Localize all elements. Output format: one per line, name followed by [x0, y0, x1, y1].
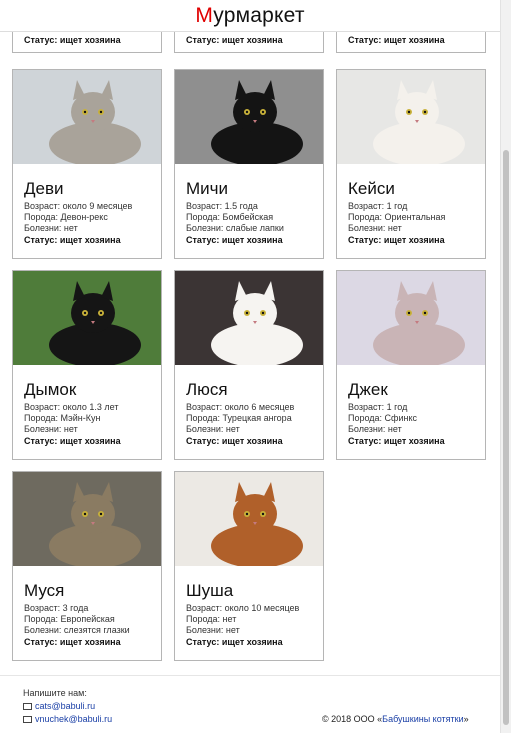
cat-photo[interactable]	[175, 70, 323, 164]
email-link-cats[interactable]: cats@babuli.ru	[23, 701, 95, 711]
cat-status: Статус: ищет хозяина	[348, 235, 445, 245]
cat-name[interactable]: Люся	[186, 380, 228, 399]
cat-breed: Порода: Европейская	[24, 614, 115, 624]
page-viewport: Статус: ищет хозяина Статус: ищет хозяин…	[0, 0, 500, 733]
cat-name[interactable]: Кейси	[348, 179, 395, 198]
cat-name[interactable]: Мичи	[186, 179, 229, 198]
cat-info: Возраст: 1 год Порода: Ориентальная Болезн…	[348, 201, 485, 246]
cat-status: Статус: ищет хозяина	[186, 235, 283, 245]
page-scrollbar[interactable]	[500, 0, 511, 733]
cat-illness: Болезни: слабые лапки	[186, 223, 284, 233]
copyright: © 2018 ООО «Бабушкины котятки»	[322, 714, 469, 724]
sphynx-cat-photo	[337, 271, 485, 365]
european-cat-photo	[13, 472, 161, 566]
cat-age: Возраст: 1 год	[348, 201, 408, 211]
cat-card[interactable]: Шуша Возраст: около 10 месяцев Порода: нет…	[174, 471, 324, 661]
cat-photo[interactable]	[337, 70, 485, 164]
cat-age: Возраст: 3 года	[24, 603, 89, 613]
cat-card[interactable]: Джек Возраст: 1 год Порода: Сфинкс Болезни:…	[336, 270, 486, 460]
cat-card[interactable]: Люся Возраст: около 6 месяцев Порода: Туре…	[174, 270, 324, 460]
cat-photo[interactable]	[13, 271, 161, 365]
cat-info: Возраст: 3 года Порода: Европейская Болезн…	[24, 603, 161, 648]
cat-illness: Болезни: нет	[186, 625, 240, 635]
company-link[interactable]: Бабушкины котятки	[382, 714, 464, 724]
devon-rex-cat-photo	[13, 70, 161, 164]
cat-info: Возраст: около 1.3 лет Порода: Мэйн-Кун Бо…	[24, 402, 161, 447]
cat-breed: Порода: Мэйн-Кун	[24, 413, 101, 423]
site-logo[interactable]: Мурмаркет	[195, 4, 304, 27]
cat-status: Статус: ищет хозяина	[24, 637, 121, 647]
maine-coon-cat-photo	[13, 271, 161, 365]
cat-name[interactable]: Муся	[24, 581, 65, 600]
site-header: Мурмаркет	[0, 0, 500, 32]
cat-breed: Порода: нет	[186, 614, 237, 624]
envelope-icon	[23, 703, 32, 711]
cat-age: Возраст: 1.5 года	[186, 201, 258, 211]
cat-age: Возраст: около 10 месяцев	[186, 603, 300, 613]
cat-card[interactable]: Муся Возраст: 3 года Порода: Европейская Бо…	[12, 471, 162, 661]
cat-photo[interactable]	[175, 472, 323, 566]
cat-status: Статус: ищет хозяина	[186, 637, 283, 647]
cat-illness: Болезни: нет	[348, 223, 402, 233]
cat-name[interactable]: Шуша	[186, 581, 234, 600]
cat-age: Возраст: около 6 месяцев	[186, 402, 295, 412]
cat-info: Возраст: 1 год Порода: Сфинкс Болезни: нет…	[348, 402, 485, 447]
site-footer: Напишите нам: cats@babuli.ru vnuchek@bab…	[0, 675, 500, 733]
cat-status: Статус: ищет хозяина	[186, 436, 283, 446]
cat-age: Возраст: около 1.3 лет	[24, 402, 119, 412]
cat-name[interactable]: Джек	[348, 380, 388, 399]
cat-photo[interactable]	[13, 472, 161, 566]
turkish-angora-cat-photo	[175, 271, 323, 365]
cat-illness: Болезни: нет	[186, 424, 240, 434]
cat-photo[interactable]	[337, 271, 485, 365]
email-link-vnuchek[interactable]: vnuchek@babuli.ru	[23, 714, 112, 724]
cat-status: Статус: ищет хозяина	[24, 35, 121, 45]
cat-card[interactable]: Деви Возраст: около 9 месяцев Порода: Дево…	[12, 69, 162, 259]
copyright-text: © 2018 ООО «	[322, 714, 383, 724]
cat-breed: Порода: Турецкая ангора	[186, 413, 292, 423]
copyright-end: »	[463, 714, 469, 724]
cat-breed: Порода: Сфинкс	[348, 413, 417, 423]
cat-info: Возраст: около 6 месяцев Порода: Турецкая…	[186, 402, 323, 447]
cat-breed: Порода: Бомбейская	[186, 212, 274, 222]
cat-status: Статус: ищет хозяина	[348, 436, 445, 446]
cat-status: Статус: ищет хозяина	[348, 35, 445, 45]
oriental-cat-photo	[337, 70, 485, 164]
abyssinian-cat-photo	[175, 472, 323, 566]
cat-status: Статус: ищет хозяина	[186, 35, 283, 45]
cat-breed: Порода: Девон-рекс	[24, 212, 108, 222]
cat-photo[interactable]	[13, 70, 161, 164]
cat-name[interactable]: Деви	[24, 179, 64, 198]
cat-card[interactable]: Кейси Возраст: 1 год Порода: Ориентальная Б…	[336, 69, 486, 259]
cat-info: Возраст: около 9 месяцев Порода: Девон-ре…	[24, 201, 161, 246]
cat-age: Возраст: 1 год	[348, 402, 408, 412]
cat-photo[interactable]	[175, 271, 323, 365]
email-text: cats@babuli.ru	[35, 701, 96, 711]
cat-age: Возраст: около 9 месяцев	[24, 201, 133, 211]
cat-illness: Болезни: нет	[348, 424, 402, 434]
bombay-cat-photo	[175, 70, 323, 164]
cat-card[interactable]: Мичи Возраст: 1.5 года Порода: Бомбейская Б…	[174, 69, 324, 259]
cat-info: Возраст: 1.5 года Порода: Бомбейская Болез…	[186, 201, 323, 246]
logo-rest: урмаркет	[213, 4, 305, 27]
cat-illness: Болезни: нет	[24, 424, 78, 434]
cat-status: Статус: ищет хозяина	[24, 235, 121, 245]
cat-illness: Болезни: слезятся глазки	[24, 625, 130, 635]
scrollbar-thumb[interactable]	[503, 150, 509, 725]
cat-breed: Порода: Ориентальная	[348, 212, 446, 222]
logo-first-letter: М	[195, 4, 214, 27]
email-text: vnuchek@babuli.ru	[35, 714, 113, 724]
cat-card[interactable]: Дымок Возраст: около 1.3 лет Порода: Мэйн-…	[12, 270, 162, 460]
cat-name[interactable]: Дымок	[24, 380, 77, 399]
cat-info: Возраст: около 10 месяцев Порода: нет Боле…	[186, 603, 323, 648]
contact-label: Напишите нам:	[23, 688, 87, 698]
cat-status: Статус: ищет хозяина	[24, 436, 121, 446]
cat-illness: Болезни: нет	[24, 223, 78, 233]
envelope-icon	[23, 716, 32, 724]
